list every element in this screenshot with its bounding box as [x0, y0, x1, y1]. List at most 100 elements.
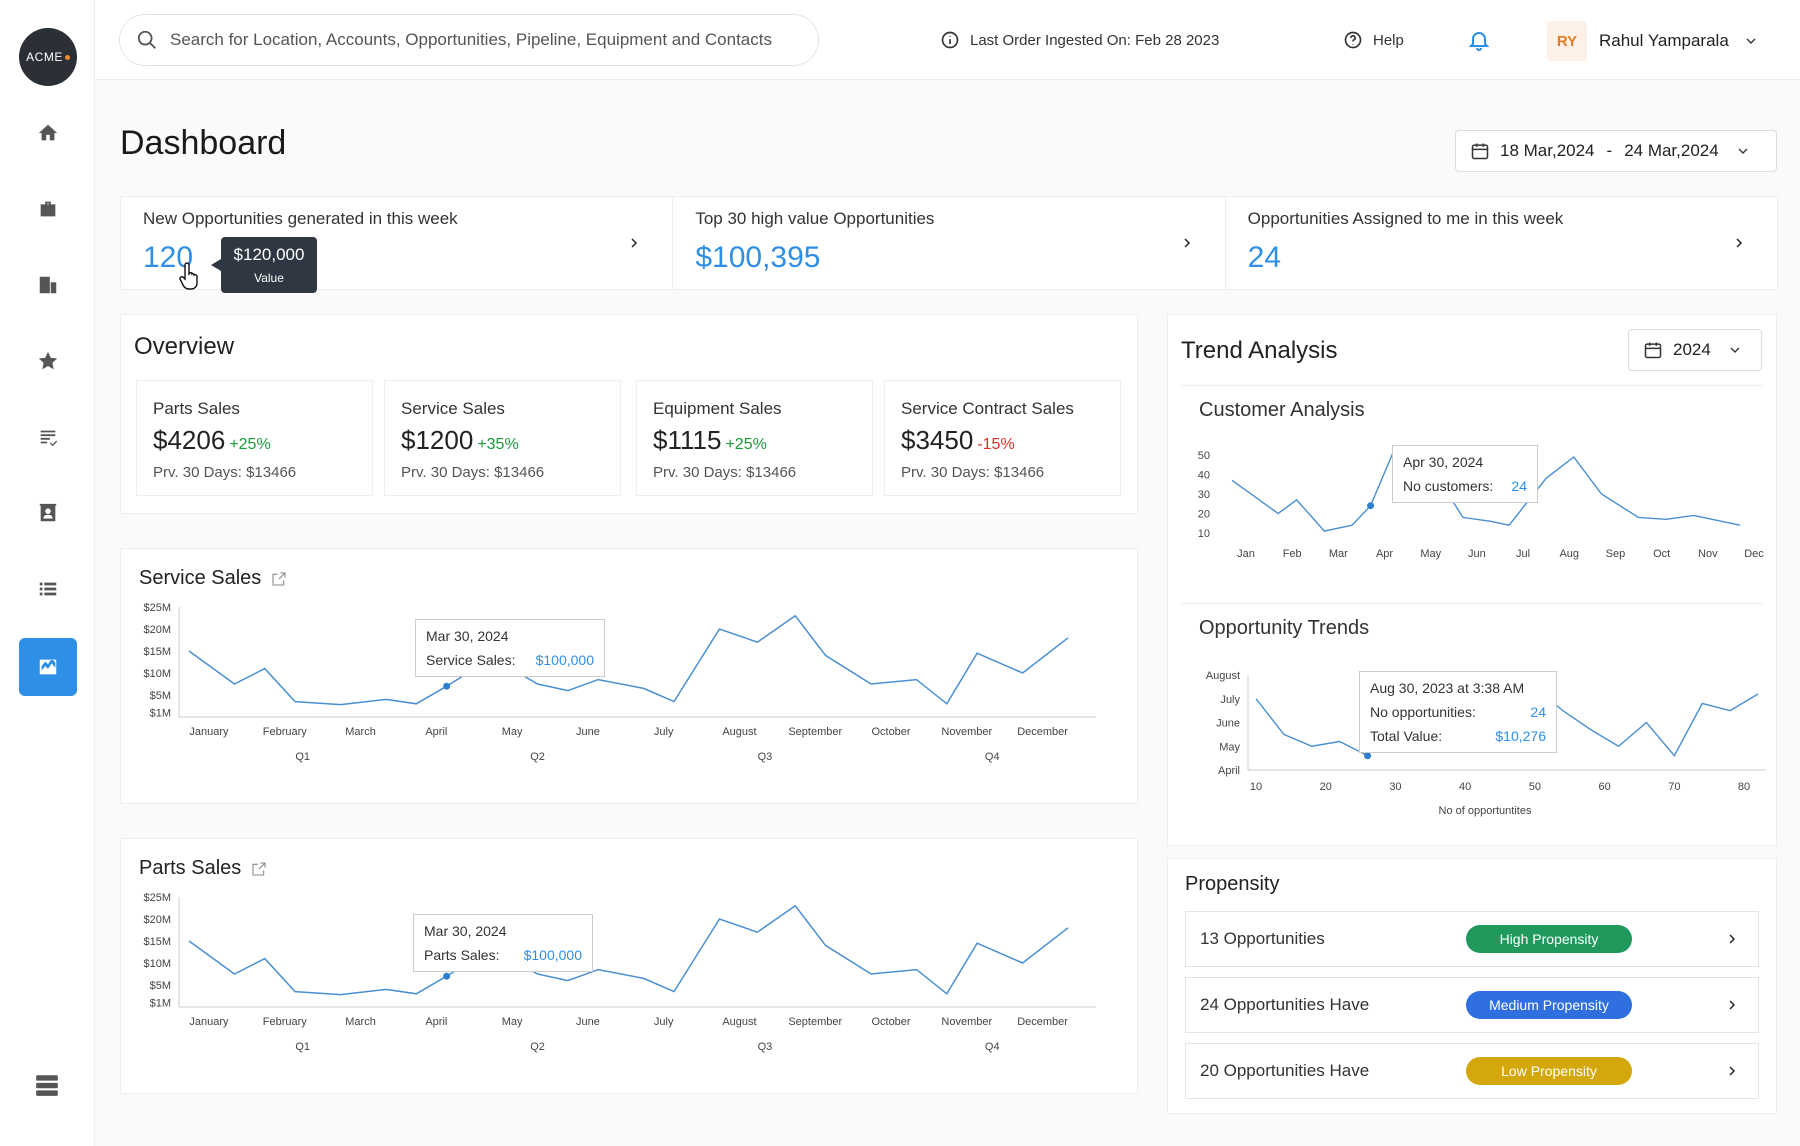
card-prev: Prv. 30 Days: $13466: [153, 464, 297, 481]
overview-card-parts[interactable]: Parts Sales $4206 +25% Prv. 30 Days: $134…: [136, 380, 373, 496]
x-tick-label: Oct: [1653, 548, 1670, 560]
quarter-label: Q1: [295, 751, 310, 763]
y-tick-label: $1M: [150, 708, 171, 720]
propensity-row-high[interactable]: 13 Opportunities High Propensity: [1185, 911, 1759, 967]
x-tick-label: 20: [1320, 781, 1332, 793]
y-tick-label: April: [1218, 765, 1240, 777]
tooltip-row: No opportunities: 24: [1370, 704, 1546, 720]
card-prev: Prv. 30 Days: $13466: [901, 464, 1045, 481]
kpi-row: New Opportunities generated in this week…: [120, 196, 1778, 293]
chevron-down-icon: [1746, 38, 1756, 44]
service-sales-title: Service Sales: [139, 567, 287, 590]
external-link-icon[interactable]: [251, 861, 267, 877]
x-tick-label: Nov: [1698, 548, 1718, 560]
x-tick-label: May: [502, 726, 523, 738]
kpi-assigned-to-me[interactable]: Opportunities Assigned to me in this wee…: [1226, 197, 1777, 289]
x-tick-label: August: [722, 726, 756, 738]
server-stack-icon[interactable]: [34, 1072, 60, 1098]
card-value-line: $4206 +25%: [153, 425, 356, 456]
search-icon: [137, 30, 156, 49]
x-tick-label: 80: [1738, 781, 1750, 793]
avatar: RY: [1547, 21, 1587, 61]
year-select[interactable]: 2024: [1628, 329, 1762, 371]
overview-card-service-contract[interactable]: Service Contract Sales $3450 -15% Prv. 30…: [884, 380, 1121, 496]
card-prev: Prv. 30 Days: $13466: [401, 464, 545, 481]
help-link[interactable]: Help: [1343, 30, 1404, 50]
x-tick-label: 30: [1389, 781, 1401, 793]
acme-logo[interactable]: ACME: [19, 28, 77, 86]
chevron-down-icon: [1730, 347, 1740, 353]
analytics-nav[interactable]: [19, 638, 77, 696]
x-tick-label: April: [425, 1016, 447, 1028]
external-link-icon[interactable]: [271, 571, 287, 587]
quarter-label: Q3: [758, 1041, 773, 1053]
buildings-nav[interactable]: [19, 256, 77, 314]
x-tick-label: March: [345, 726, 376, 738]
y-tick-label: $15M: [143, 646, 171, 658]
propensity-title: Propensity: [1185, 873, 1280, 895]
kpi-new-opportunities[interactable]: New Opportunities generated in this week…: [121, 197, 674, 293]
date-from: 18 Mar,2024: [1500, 141, 1595, 160]
y-tick-label: 10: [1198, 528, 1210, 540]
x-tick-label: Sep: [1606, 548, 1626, 560]
search-input[interactable]: [170, 30, 790, 50]
date-range-picker[interactable]: 18 Mar,2024 - 24 Mar,2024: [1455, 130, 1777, 172]
card-change: +35%: [477, 436, 519, 453]
global-search[interactable]: [119, 14, 819, 66]
overview-card-equipment[interactable]: Equipment Sales $1115 +25% Prv. 30 Days: …: [636, 380, 873, 496]
quarter-label: Q2: [530, 751, 545, 763]
year-value: 2024: [1673, 340, 1711, 359]
notification-bell-icon[interactable]: [1467, 28, 1491, 52]
card-change: +25%: [229, 436, 271, 453]
user-menu[interactable]: RY Rahul Yamparala: [1547, 20, 1775, 62]
briefcase-nav[interactable]: [19, 180, 77, 238]
x-tick-label: 70: [1668, 781, 1680, 793]
tasks-nav[interactable]: [19, 408, 77, 466]
x-tick-label: Apr: [1376, 548, 1393, 560]
propensity-text: 20 Opportunities Have: [1200, 1061, 1370, 1080]
x-tick-label: August: [722, 1016, 756, 1028]
contacts-nav[interactable]: [19, 484, 77, 542]
x-tick-label: May: [502, 1016, 523, 1028]
analytics-icon: [39, 658, 57, 675]
home-icon: [38, 124, 58, 141]
favorites-nav[interactable]: [19, 332, 77, 390]
y-tick-label: $5M: [150, 690, 171, 702]
kpi-top-30-value[interactable]: Top 30 high value Opportunities $100,395: [673, 197, 1226, 289]
x-tick-label: October: [871, 726, 910, 738]
x-tick-label: October: [871, 1016, 910, 1028]
x-tick-label: Jul: [1516, 548, 1530, 560]
tooltip-row: No customers: 24: [1403, 478, 1527, 494]
chevron-right-icon: [1736, 238, 1743, 248]
calendar-icon: [1644, 342, 1662, 359]
data-point-highlight: [443, 972, 451, 980]
opportunity-trends-title: Opportunity Trends: [1199, 617, 1370, 639]
card-label: Service Sales: [401, 399, 505, 418]
service-sales-chart: $25M $20M $15M $10M $5M $1M January February Mar…: [143, 602, 1096, 763]
y-tick-label: 50: [1198, 450, 1210, 462]
kpi-tooltip-value: $120,000: [233, 245, 305, 264]
card-value: $1200: [401, 425, 474, 455]
tooltip-date: Apr 30, 2024: [1403, 454, 1484, 470]
kpi-tooltip-label: Value: [254, 271, 284, 285]
x-tick-label: 40: [1459, 781, 1471, 793]
chevron-right-icon: [1729, 934, 1736, 944]
kpi-label: Top 30 high value Opportunities: [695, 209, 935, 228]
propensity-row-low[interactable]: 20 Opportunities Have Low Propensity: [1185, 1043, 1759, 1099]
chevron-right-icon: [631, 238, 638, 248]
y-tick-label: $10M: [143, 668, 171, 680]
star-icon: [38, 351, 58, 370]
top-bar: Last Order Ingested On: Feb 28 2023 Help…: [95, 0, 1800, 80]
overview-card-service[interactable]: Service Sales $1200 +35% Prv. 30 Days: $1…: [384, 380, 621, 496]
page-title: Dashboard: [120, 124, 287, 162]
opportunity-tooltip: Aug 30, 2023 at 3:38 AM No opportunities…: [1359, 671, 1557, 753]
y-tick-label: $25M: [143, 892, 171, 904]
y-tick-label: 20: [1198, 509, 1210, 521]
quarter-label: Q1: [295, 1041, 310, 1053]
data-point-highlight: [443, 682, 451, 690]
home-nav[interactable]: [19, 104, 77, 162]
x-tick-label: June: [576, 726, 600, 738]
y-tick-label: $15M: [143, 936, 171, 948]
list-nav[interactable]: [19, 560, 77, 618]
propensity-row-medium[interactable]: 24 Opportunities Have Medium Propensity: [1185, 977, 1759, 1033]
